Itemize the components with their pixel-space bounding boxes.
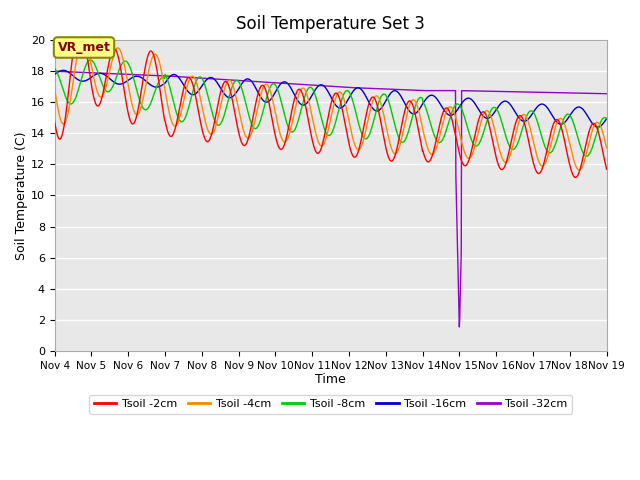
Y-axis label: Soil Temperature (C): Soil Temperature (C) [15, 131, 28, 260]
Legend: Tsoil -2cm, Tsoil -4cm, Tsoil -8cm, Tsoil -16cm, Tsoil -32cm: Tsoil -2cm, Tsoil -4cm, Tsoil -8cm, Tsoi… [90, 395, 572, 414]
Title: Soil Temperature Set 3: Soil Temperature Set 3 [236, 15, 425, 33]
Text: VR_met: VR_met [58, 41, 111, 54]
X-axis label: Time: Time [316, 373, 346, 386]
